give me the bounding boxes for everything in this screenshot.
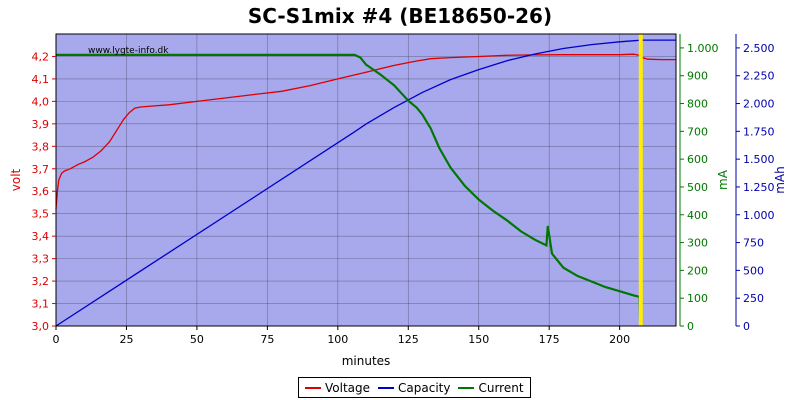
voltage-tick-label: 3,0: [32, 320, 50, 333]
capacity-tick-label: 1.250: [743, 181, 775, 194]
legend-label-current: Current: [478, 380, 524, 395]
x-tick-label: 100: [327, 333, 348, 346]
series-line-voltage: [55, 53, 676, 210]
legend-swatch-voltage: [305, 386, 321, 389]
end-marker: [638, 34, 643, 326]
series-line-capacity: [55, 39, 676, 327]
current-tick-label: 300: [687, 237, 708, 250]
current-tick-label: 200: [687, 264, 708, 277]
current-tick-label: 900: [687, 70, 708, 83]
capacity-tick-label: 500: [743, 264, 764, 277]
voltage-tick-label: 3,9: [32, 118, 50, 131]
x-tick-label: 0: [53, 333, 60, 346]
voltage-tick-label: 3,8: [32, 140, 50, 153]
x-tick-label: 125: [398, 333, 419, 346]
voltage-tick-label: 3,6: [32, 185, 50, 198]
plot-background: [56, 34, 676, 326]
capacity-tick-label: 250: [743, 292, 764, 305]
capacity-tick-label: 2.500: [743, 42, 775, 55]
voltage-tick-label: 4,0: [32, 95, 50, 108]
capacity-tick-label: 2.250: [743, 70, 775, 83]
legend-label-voltage: Voltage: [325, 380, 371, 395]
voltage-tick-label: 3,7: [32, 163, 50, 176]
x-tick-label: 50: [190, 333, 204, 346]
capacity-tick-label: 1.500: [743, 153, 775, 166]
voltage-tick-label: 3,2: [32, 275, 50, 288]
current-tick-label: 1.000: [687, 42, 719, 55]
current-tick-label: 100: [687, 292, 708, 305]
current-tick-label: 800: [687, 98, 708, 111]
current-tick-label: 700: [687, 125, 708, 138]
x-tick-label: 200: [609, 333, 630, 346]
x-tick-label: 150: [468, 333, 489, 346]
plot-border: [55, 33, 677, 327]
x-tick-label: 175: [539, 333, 560, 346]
watermark: www.lygte-info.dk: [88, 46, 169, 56]
capacity-tick-label: 1.750: [743, 125, 775, 138]
legend-swatch-current: [458, 386, 475, 389]
voltage-tick-label: 3,4: [32, 230, 50, 243]
x-tick-label: 75: [260, 333, 274, 346]
legend-item-current: Current: [458, 380, 524, 395]
voltage-tick-label: 3,5: [32, 208, 50, 221]
capacity-axis-label: mAh: [773, 166, 787, 194]
legend-item-voltage: Voltage: [305, 381, 370, 395]
capacity-tick-label: 2.000: [743, 98, 775, 111]
chart-title: SC-S1mix #4 (BE18650-26): [247, 4, 553, 28]
voltage-tick-label: 3,3: [32, 253, 50, 266]
x-tick-label: 25: [119, 333, 133, 346]
voltage-tick-label: 4,1: [32, 73, 50, 86]
series-line-current: [56, 53, 642, 327]
current-tick-label: 0: [687, 320, 694, 333]
voltage-axis-label: volt: [9, 168, 23, 191]
capacity-tick-label: 1.000: [743, 209, 775, 222]
current-tick-label: 500: [687, 181, 708, 194]
current-axis-label: mA: [716, 169, 730, 190]
current-tick-label: 600: [687, 153, 708, 166]
legend-item-capacity: Capacity: [378, 381, 450, 395]
capacity-tick-label: 0: [743, 320, 750, 333]
legend-swatch-capacity: [378, 386, 395, 389]
voltage-tick-label: 4,2: [32, 50, 50, 63]
chart-legend: Voltage Capacity Current: [298, 377, 531, 398]
current-tick-label: 400: [687, 209, 708, 222]
x-axis-label: minutes: [342, 354, 391, 368]
legend-label-capacity: Capacity: [398, 380, 451, 395]
voltage-tick-label: 3,1: [32, 298, 50, 311]
capacity-tick-label: 750: [743, 237, 764, 250]
